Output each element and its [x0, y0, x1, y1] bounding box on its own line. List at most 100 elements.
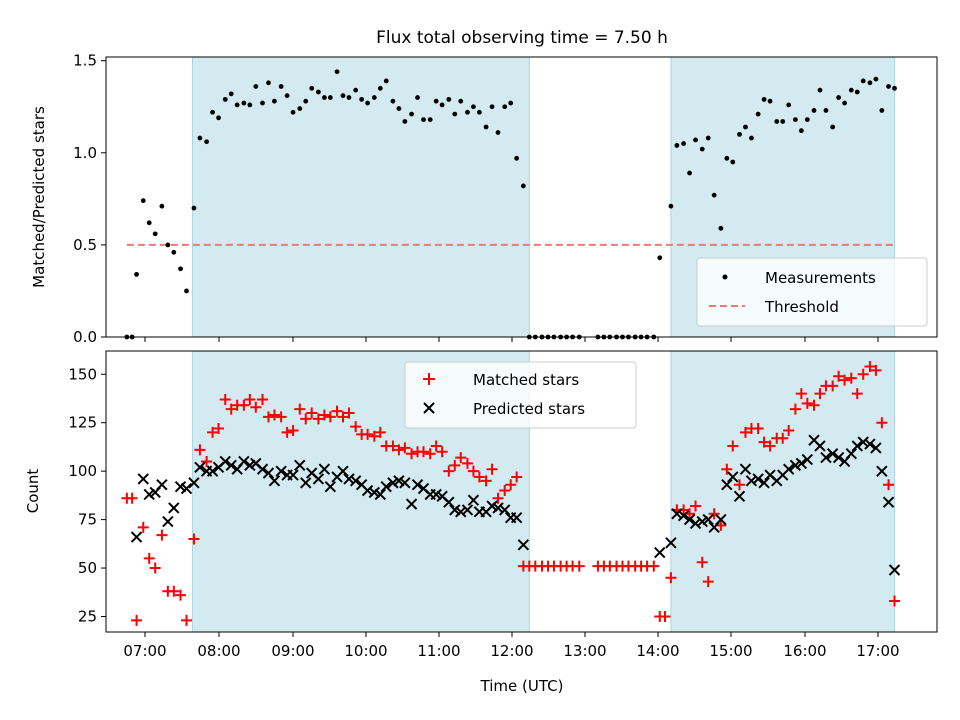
data-point: [377, 85, 383, 91]
data-point: [361, 484, 374, 497]
data-point: [278, 84, 284, 89]
series-matched-stars: [121, 361, 901, 626]
data-point: [795, 457, 808, 470]
data-point: [303, 98, 309, 104]
data-point: [371, 95, 377, 100]
data-point: [294, 459, 306, 472]
x-tick-label: 16:00: [783, 642, 826, 660]
data-point: [272, 98, 277, 104]
bottom-axes-frame: [105, 350, 938, 633]
bottom-axes-star-counts: 25 50 75 100 125 150 07:00 08:00 09:00 10:00 11:00…: [24, 350, 938, 695]
data-point: [820, 451, 832, 464]
data-point: [777, 432, 789, 444]
data-point: [499, 485, 511, 497]
x-tick-label: 17:00: [856, 642, 899, 660]
data-point: [362, 428, 374, 440]
data-point: [390, 98, 396, 104]
data-point: [492, 492, 504, 504]
data-point: [287, 424, 299, 436]
data-point: [406, 448, 418, 460]
data-point: [674, 143, 680, 148]
data-point: [455, 452, 467, 464]
data-point: [864, 438, 876, 450]
data-point: [845, 372, 857, 384]
data-point: [517, 539, 530, 551]
data-point: [137, 521, 149, 533]
data-point: [427, 117, 433, 123]
data-point: [511, 471, 523, 483]
data-point: [774, 119, 780, 124]
data-point: [343, 473, 355, 485]
data-point: [804, 117, 810, 123]
y-tick-label: 100: [68, 462, 97, 480]
data-point: [331, 405, 343, 417]
x-tick-label: 14:00: [636, 642, 679, 660]
data-point: [495, 130, 501, 135]
y-tick-label: 125: [68, 414, 97, 432]
data-point: [359, 96, 365, 102]
data-point: [180, 614, 192, 626]
data-point: [499, 504, 511, 516]
data-point: [786, 102, 792, 108]
data-point: [733, 490, 746, 503]
data-point: [146, 220, 152, 226]
data-point: [758, 477, 770, 489]
data-point: [767, 98, 773, 104]
data-point: [483, 124, 489, 130]
data-point: [149, 562, 161, 574]
data-point: [368, 430, 380, 442]
data-point: [471, 104, 476, 110]
data-point: [879, 108, 885, 113]
data-point: [393, 444, 405, 456]
data-point: [811, 108, 817, 113]
data-point: [848, 87, 854, 93]
data-point: [758, 436, 770, 448]
data-point: [461, 504, 474, 516]
data-point: [854, 89, 860, 95]
data-point: [168, 502, 180, 514]
data-point: [886, 84, 891, 89]
x-tick-label: 07:00: [123, 642, 166, 660]
data-point: [814, 388, 826, 400]
data-point: [795, 388, 807, 400]
data-point: [708, 508, 720, 520]
y-tick-label: 1.5: [73, 52, 97, 70]
data-point: [443, 465, 455, 477]
x-tick-label: 09:00: [271, 642, 314, 660]
data-point: [284, 93, 290, 99]
data-point: [851, 440, 863, 452]
data-point: [520, 183, 526, 189]
data-point: [749, 135, 754, 141]
data-point: [415, 95, 420, 100]
y-tick-label: 25: [78, 607, 97, 625]
data-point: [508, 100, 514, 106]
data-point: [216, 115, 221, 121]
data-point: [210, 109, 215, 115]
data-point: [721, 479, 733, 491]
x-tick-label: 11:00: [417, 642, 460, 660]
data-point: [213, 423, 225, 435]
data-point: [755, 111, 761, 117]
data-point: [204, 139, 210, 145]
data-point: [689, 517, 702, 530]
data-point: [137, 473, 149, 485]
y-tick-label: 50: [78, 559, 97, 577]
data-point: [489, 104, 495, 110]
data-point: [346, 95, 352, 100]
data-point: [801, 397, 813, 409]
y-tick-label: 0.0: [73, 328, 97, 346]
data-point: [677, 510, 690, 522]
top-axes-ylabel: Matched/Predicted stars: [30, 106, 48, 288]
data-point: [839, 374, 851, 386]
data-point: [188, 477, 200, 489]
data-point: [266, 80, 271, 86]
data-point: [165, 242, 171, 248]
data-point: [727, 471, 739, 483]
data-point: [857, 436, 869, 448]
data-point: [324, 480, 337, 493]
data-point: [194, 461, 206, 473]
data-point: [219, 393, 231, 405]
data-point: [449, 459, 461, 471]
legend-label-threshold: Threshold: [764, 298, 839, 316]
data-point: [737, 131, 742, 137]
